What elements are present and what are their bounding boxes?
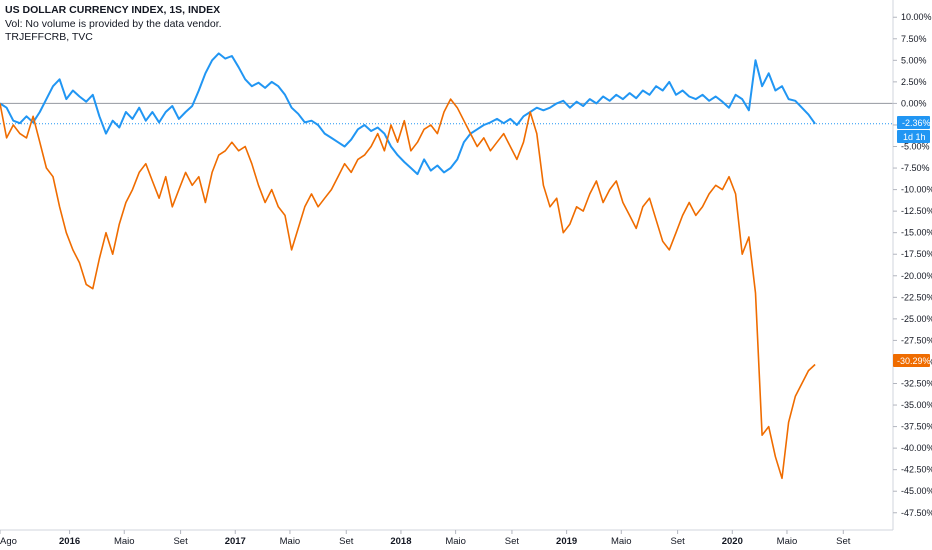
price-badges: -2.36% 1d 1h -30.29% <box>893 116 931 367</box>
x-tick-label: Maio <box>445 536 466 547</box>
y-tick-label: -15.00% <box>901 228 932 238</box>
x-tick-label: 2018 <box>390 536 411 547</box>
price-scale[interactable]: 10.00%7.50%5.00%2.50%0.00%-2.50%-5.00%-7… <box>892 0 932 530</box>
x-tick-label: Set <box>505 536 520 547</box>
y-tick-label: 7.50% <box>901 34 927 44</box>
x-tick-label: Maio <box>777 536 798 547</box>
y-tick-label: -20.00% <box>901 271 932 281</box>
dxy-countdown-label: 1d 1h <box>903 132 926 142</box>
y-tick-label: -5.00% <box>901 142 930 152</box>
y-tick-label: -37.50% <box>901 422 932 432</box>
x-tick-label: 2016 <box>59 536 80 547</box>
crb-value-badge <box>893 354 930 367</box>
dxy-line <box>0 52 816 176</box>
volume-note: Vol: No volume is provided by the data v… <box>5 17 222 30</box>
x-tick-label: 2017 <box>225 536 246 547</box>
x-tick-label: 2020 <box>722 536 743 547</box>
x-tick-label: Set <box>836 536 851 547</box>
crb-value-label: -30.29% <box>897 356 931 366</box>
x-tick-label: Maio <box>280 536 301 547</box>
y-tick-label: -22.50% <box>901 292 932 302</box>
x-tick-label: Set <box>339 536 354 547</box>
y-tick-label: -32.50% <box>901 378 932 388</box>
x-tick-label: 2019 <box>556 536 577 547</box>
dxy-value-badge <box>897 116 930 129</box>
series-layer <box>0 52 816 480</box>
y-tick-label: -17.50% <box>901 249 932 259</box>
dxy-countdown-badge <box>897 130 930 143</box>
y-tick-label: -25.00% <box>901 314 932 324</box>
y-tick-label: -47.50% <box>901 508 932 518</box>
y-tick-label: -40.00% <box>901 443 932 453</box>
time-scale[interactable]: Ago 2016 Maio Set 2017 Maio Set 2018 Maio Set 2019… <box>0 529 893 547</box>
y-tick-label: -42.50% <box>901 465 932 475</box>
x-tick-label: Maio <box>114 536 135 547</box>
y-tick-label: 0.00% <box>901 98 927 108</box>
dxy-value-label: -2.36% <box>902 118 931 128</box>
crb-line <box>0 98 816 480</box>
y-tick-label: -27.50% <box>901 335 932 345</box>
y-tick-label: -7.50% <box>901 163 930 173</box>
y-tick-label: -35.00% <box>901 400 932 410</box>
x-tick-label: Set <box>173 536 188 547</box>
y-tick-label: -12.50% <box>901 206 932 216</box>
x-tick-label: Ago <box>0 536 17 547</box>
y-tick-label: 10.00% <box>901 12 932 22</box>
comparison-symbol[interactable]: TRJEFFCRB, TVC <box>5 31 93 43</box>
chart-legend: US DOLLAR CURRENCY INDEX, 1S, INDEX Vol:… <box>5 4 222 45</box>
y-tick-label: 2.50% <box>901 77 927 87</box>
x-tick-label: Set <box>670 536 685 547</box>
x-tick-label: Maio <box>611 536 632 547</box>
y-tick-label: -45.00% <box>901 486 932 496</box>
y-tick-label: 5.00% <box>901 55 927 65</box>
y-tick-label: -10.00% <box>901 185 932 195</box>
symbol-title[interactable]: US DOLLAR CURRENCY INDEX, 1S, INDEX <box>5 4 221 16</box>
